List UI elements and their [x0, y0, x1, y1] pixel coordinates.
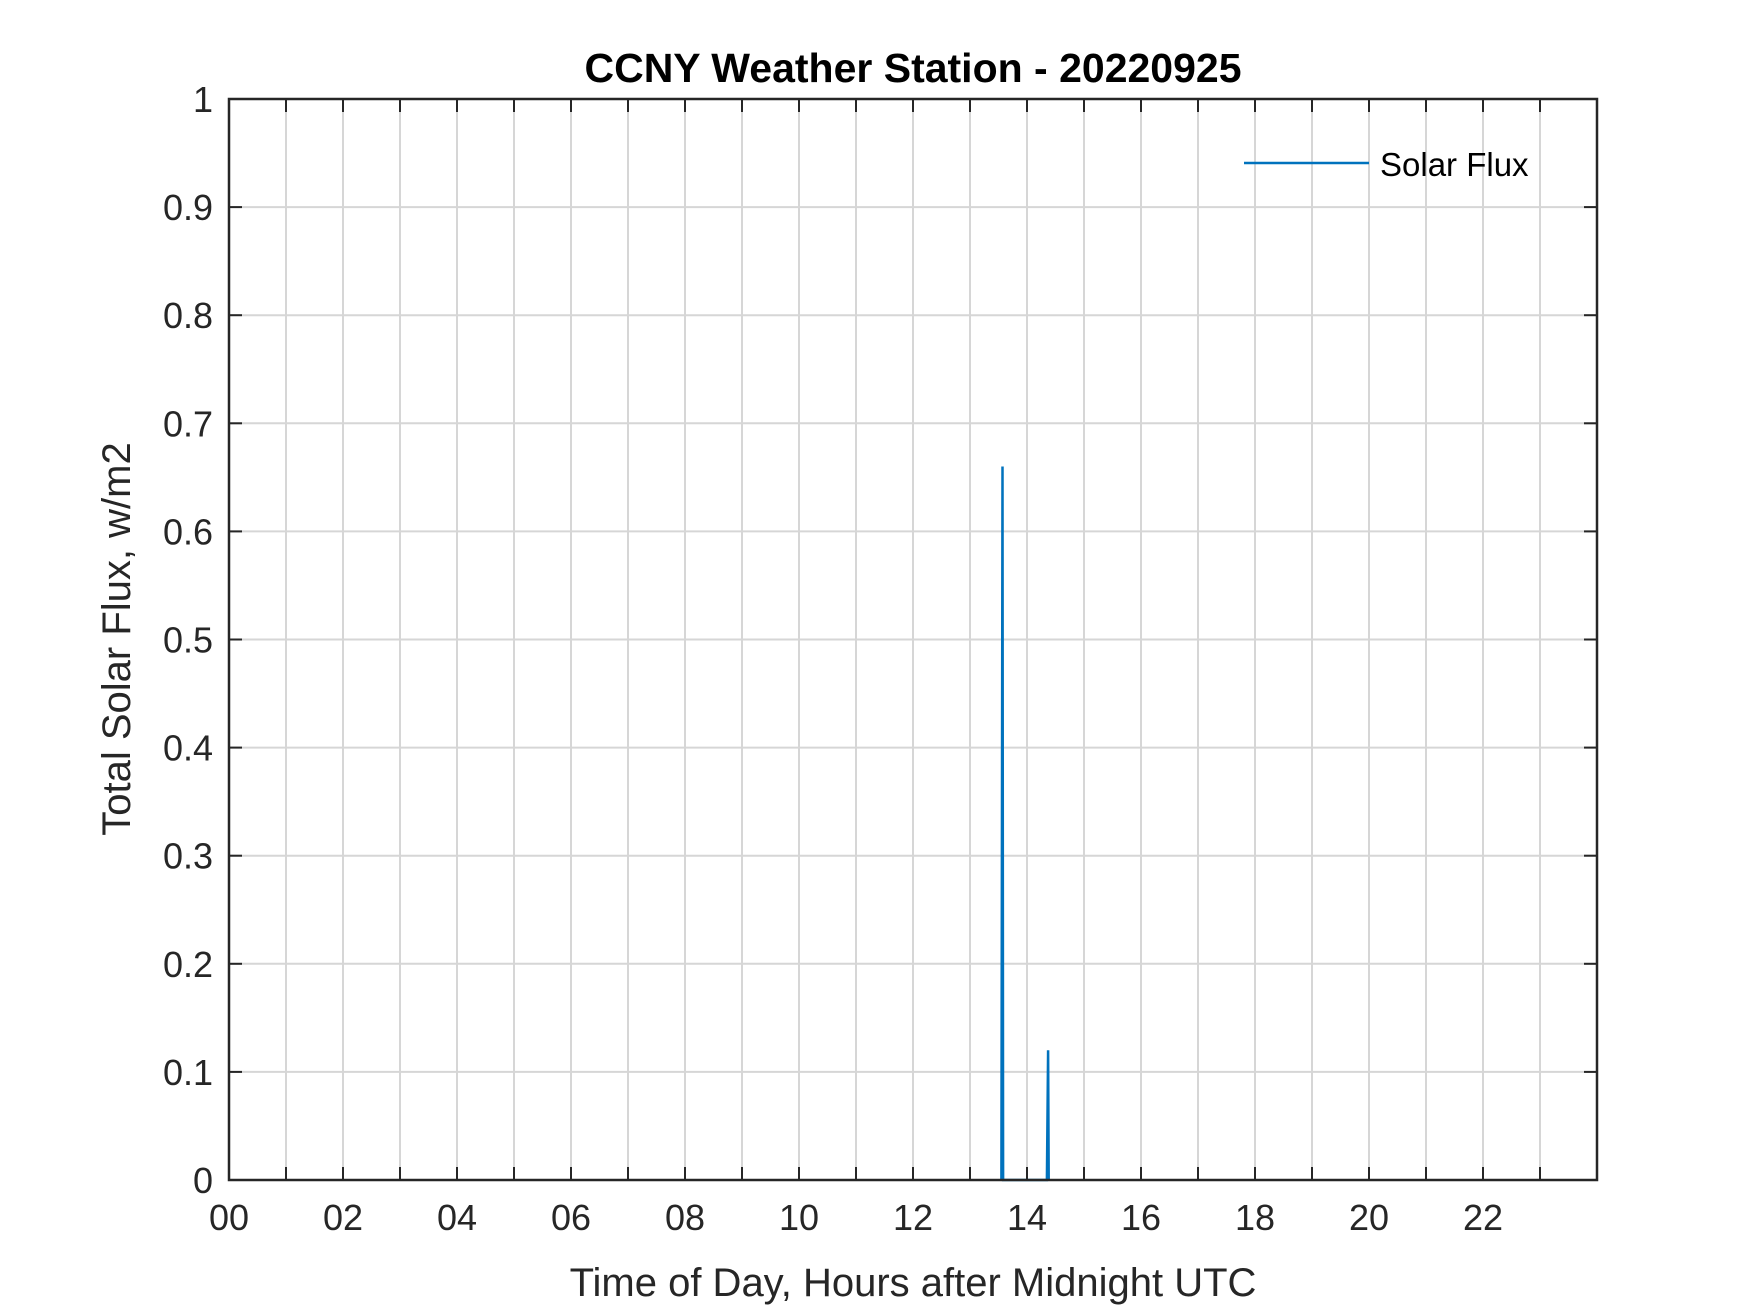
y-tick-label: 0.7 — [163, 403, 213, 444]
y-tick-label: 0.2 — [163, 944, 213, 985]
y-tick-label: 0.4 — [163, 728, 213, 769]
x-tick-labels: 00 02 04 06 08 10 12 14 16 18 20 22 — [209, 1197, 1503, 1238]
y-tick-label: 0.9 — [163, 187, 213, 228]
x-tick-label: 12 — [893, 1197, 933, 1238]
y-tick-label: 0.1 — [163, 1052, 213, 1093]
x-tick-label: 14 — [1007, 1197, 1047, 1238]
tick-marks — [228, 98, 1597, 1181]
y-tick-label: 0.5 — [163, 620, 213, 661]
x-tick-label: 10 — [779, 1197, 819, 1238]
x-tick-label: 02 — [323, 1197, 363, 1238]
x-tick-label: 22 — [1463, 1197, 1503, 1238]
y-axis-label: Total Solar Flux, w/m2 — [95, 442, 139, 835]
x-tick-label: 04 — [437, 1197, 477, 1238]
grid — [228, 99, 1597, 1180]
y-tick-label: 0.6 — [163, 511, 213, 552]
y-tick-label: 0 — [193, 1160, 213, 1201]
legend-label: Solar Flux — [1380, 146, 1529, 183]
chart-title: CCNY Weather Station - 20220925 — [584, 45, 1241, 91]
x-tick-label: 00 — [209, 1197, 249, 1238]
y-tick-label: 0.3 — [163, 836, 213, 877]
y-tick-labels: 0 0.1 0.2 0.3 0.4 0.5 0.6 0.7 0.8 0.9 1 — [163, 79, 213, 1201]
x-tick-label: 18 — [1235, 1197, 1275, 1238]
x-axis-label: Time of Day, Hours after Midnight UTC — [570, 1261, 1257, 1305]
y-tick-label: 1 — [193, 79, 213, 120]
x-tick-label: 08 — [665, 1197, 705, 1238]
y-tick-label: 0.8 — [163, 295, 213, 336]
x-tick-label: 06 — [551, 1197, 591, 1238]
x-tick-label: 16 — [1121, 1197, 1161, 1238]
x-tick-label: 20 — [1349, 1197, 1389, 1238]
legend[interactable]: Solar Flux — [1244, 146, 1529, 183]
